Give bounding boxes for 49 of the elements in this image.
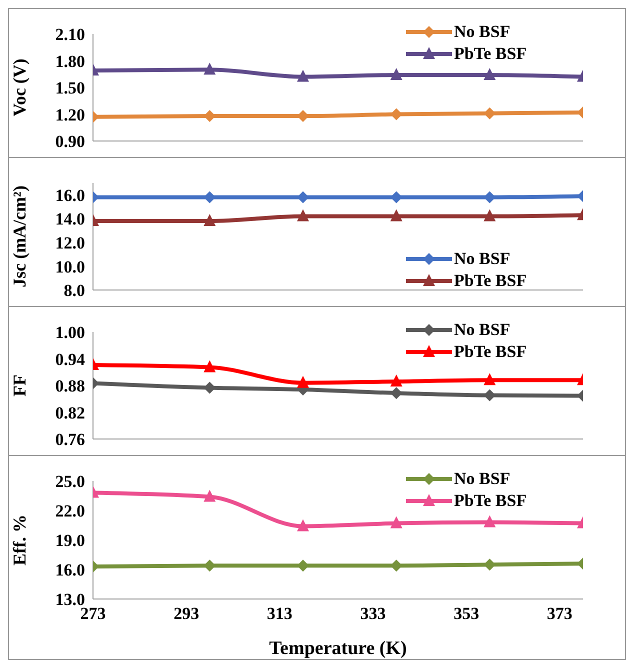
point [390,374,402,386]
y-tick-label: 0.88 [55,376,85,396]
y-tick-label: 1.00 [55,323,85,342]
y-tick-label: 12.0 [55,233,85,252]
y-tick-label: 19.0 [55,531,85,550]
point [204,62,216,75]
y-tick-label: 10.0 [55,257,85,276]
legend-label: PbTe BSF [454,44,527,64]
legend-label: No BSF [454,22,510,42]
x-tick-label: 373 [546,604,572,624]
y-tick-label: 1.50 [55,78,85,98]
x-tick-label: 353 [454,604,480,624]
point [297,519,309,532]
x-tick-label: 313 [266,604,292,624]
y-tick-label: 22.0 [55,502,85,521]
legend-label: PbTe BSF [454,271,527,291]
legend-label: PbTe BSF [454,342,527,362]
y-tick-label: 0.90 [55,132,85,152]
legend-label: No BSF [454,249,510,269]
y-tick-label: 14.0 [55,210,85,229]
point [297,560,309,572]
x-axis-title: Temperature (K) [269,638,407,659]
point [390,516,402,528]
y-tick-label: 1.20 [55,105,85,124]
point [297,376,309,388]
y-tick-label: 0.94 [55,350,86,369]
point [390,387,402,400]
y-tick-label: 1.80 [55,52,85,71]
y-axis-title: Jsc (mA/cm²) [9,186,30,288]
y-tick-label: 25.0 [55,472,85,492]
x-tick-label: 293 [174,604,200,624]
y-tick-label: 0.76 [55,430,85,450]
y-tick-label: 16.0 [55,560,85,580]
point [297,70,309,82]
y-axis-title: Eff. % [9,514,30,566]
x-tick-label: 333 [360,604,386,624]
legend-label: No BSF [454,469,510,489]
point [204,360,216,372]
x-tick-label: 273 [80,604,106,624]
y-axis-title: FF [9,374,30,396]
point [390,68,402,80]
y-tick-label: 0.82 [55,403,85,422]
y-tick-label: 8.0 [64,281,85,300]
legend-label: No BSF [454,320,510,340]
point [204,490,216,502]
y-tick-label: 16.0 [55,186,85,205]
y-axis-title: Voc (V) [9,58,30,116]
legend-label: PbTe BSF [454,491,527,511]
y-tick-label: 2.10 [55,25,85,44]
